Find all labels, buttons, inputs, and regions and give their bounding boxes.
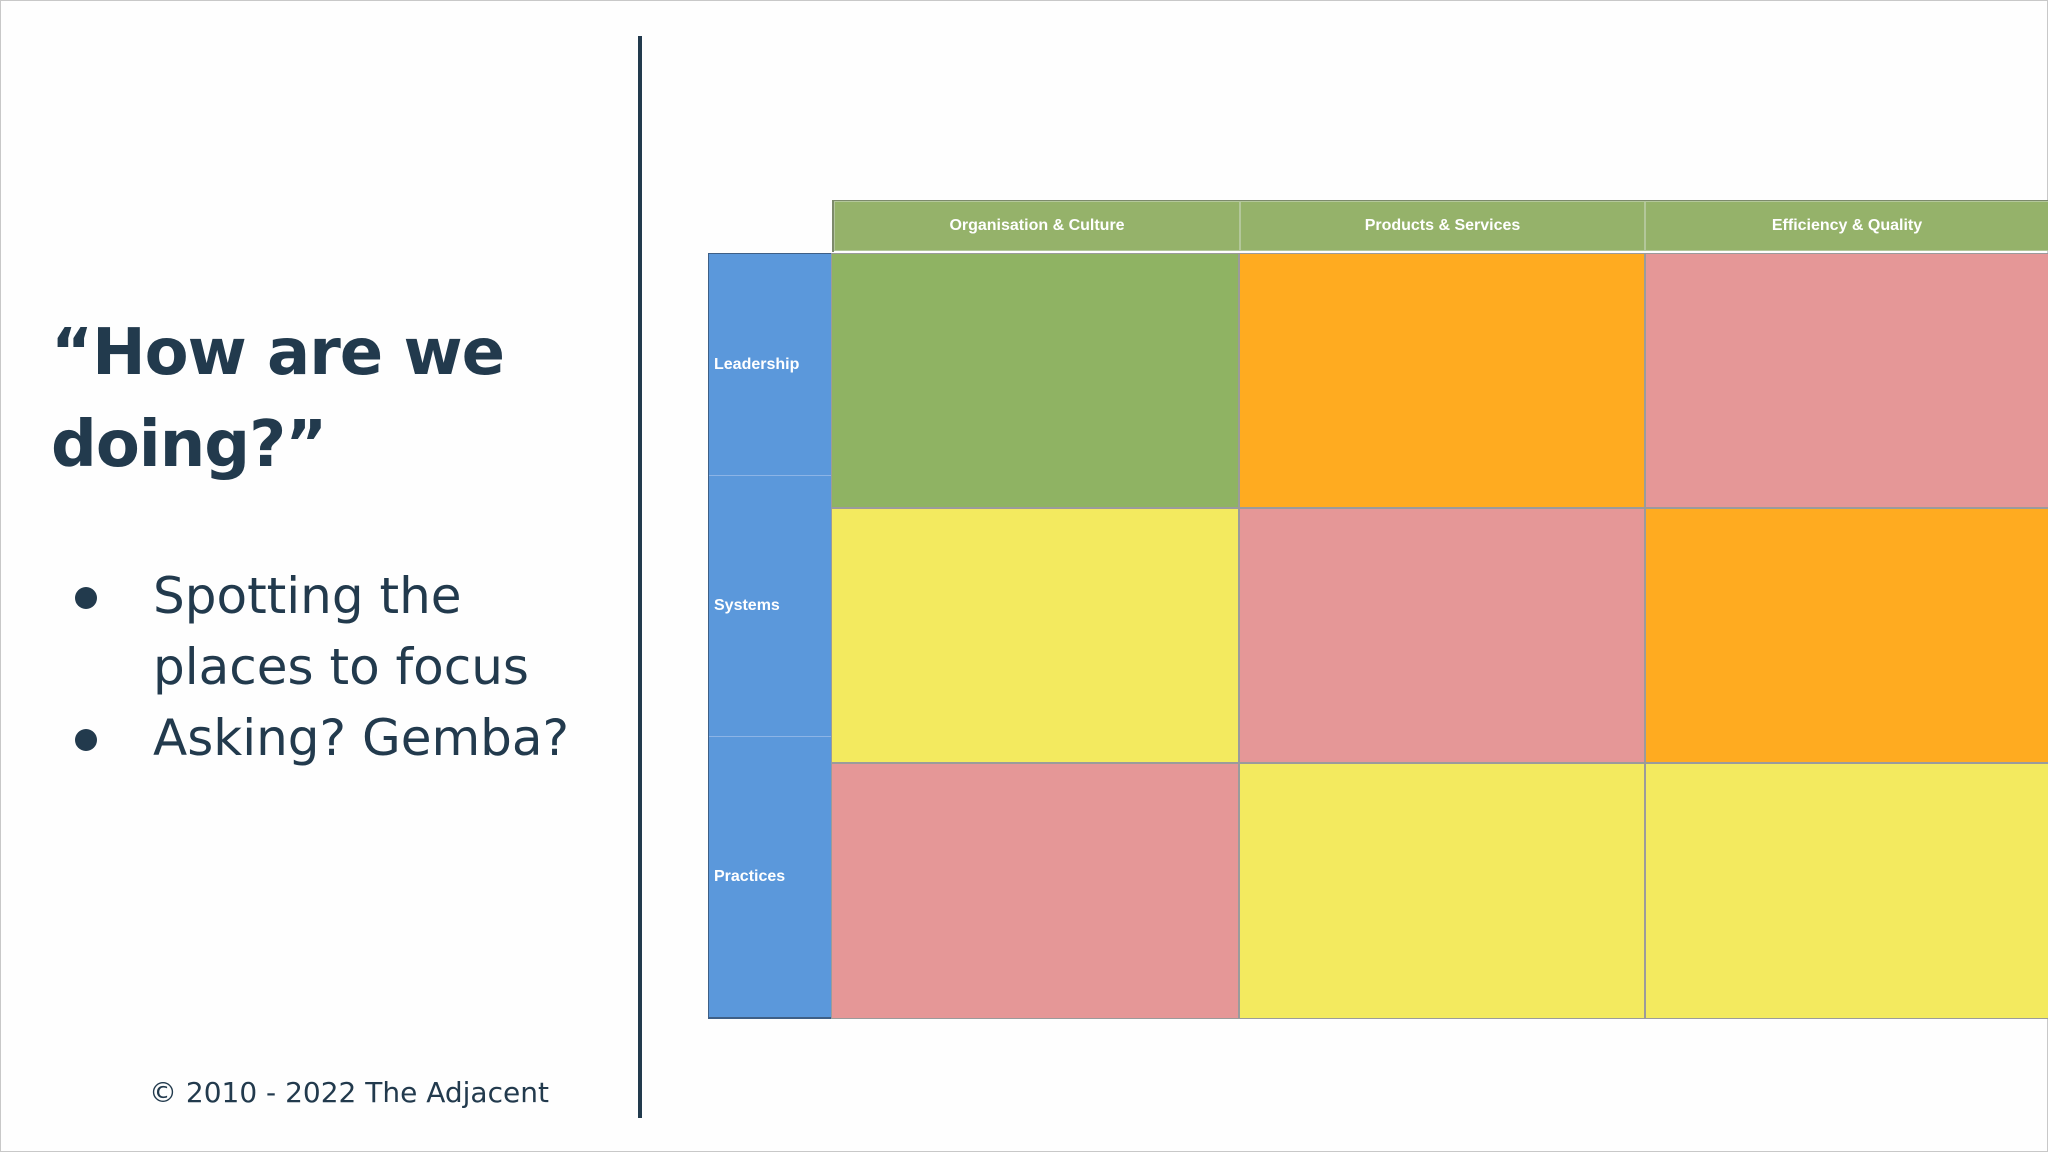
matrix-cell-3-2	[1239, 763, 1645, 1019]
matrix-cell-1-3	[1645, 253, 2048, 508]
title-line-2: doing?”	[51, 408, 327, 482]
matrix-cell-2-2	[1239, 508, 1645, 763]
row-header-systems: Systems	[709, 475, 831, 736]
matrix-cell-2-3	[1645, 508, 2048, 763]
matrix-cell-3-1	[831, 763, 1239, 1019]
column-header-products-services: Products & Services	[1240, 201, 1645, 251]
row-header-practices: Practices	[709, 736, 831, 1017]
row-header-leadership: Leadership	[709, 254, 831, 475]
slide-title: “How are we doing?”	[51, 307, 611, 491]
bullet-dot-icon	[75, 729, 97, 751]
bullet-text: Spotting the places to focus	[153, 567, 529, 696]
matrix-cell-3-3	[1645, 763, 2048, 1019]
bullet-item: Asking? Gemba?	[67, 703, 627, 774]
bullet-item: Spotting the places to focus	[67, 561, 627, 703]
vertical-divider	[638, 36, 642, 1118]
column-header-efficiency-quality: Efficiency & Quality	[1645, 201, 2048, 251]
copyright-text: © 2010 - 2022 The Adjacent	[149, 1076, 549, 1109]
bullet-dot-icon	[75, 587, 97, 609]
row-separator	[709, 475, 831, 476]
bullet-list: Spotting the places to focus Asking? Gem…	[67, 561, 627, 774]
row-separator	[709, 736, 831, 737]
matrix-cell-2-1	[831, 508, 1239, 763]
title-line-1: “How are we	[51, 316, 505, 390]
column-header-organisation-culture: Organisation & Culture	[834, 201, 1240, 251]
matrix-cell-1-2	[1239, 253, 1645, 508]
matrix-cell-1-1	[831, 253, 1239, 508]
bullet-text: Asking? Gemba?	[153, 709, 570, 767]
